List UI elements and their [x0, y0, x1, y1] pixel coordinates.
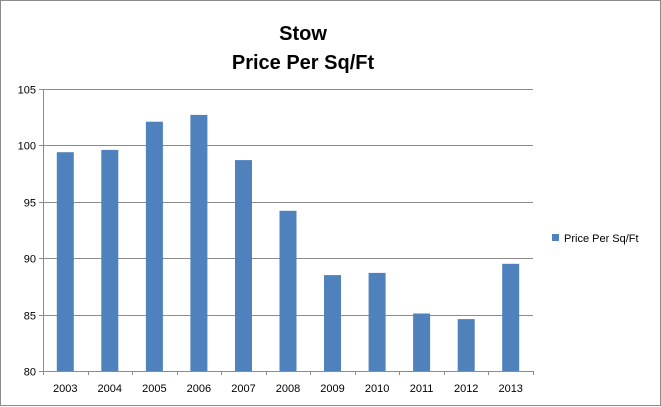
- bar-2011: [413, 313, 431, 371]
- x-tick-label: 2003: [53, 383, 77, 395]
- chart-title-line-2: Price Per Sq/Ft: [232, 52, 375, 74]
- bar-2003: [56, 152, 74, 371]
- legend: Price Per Sq/Ft: [552, 233, 639, 245]
- legend-label: Price Per Sq/Ft: [564, 233, 639, 245]
- x-tick-label: 2010: [365, 383, 389, 395]
- x-tick-label: 2011: [410, 383, 434, 395]
- bar-2008: [279, 210, 297, 371]
- x-tick-label: 2006: [187, 383, 211, 395]
- bar-2013: [502, 263, 520, 371]
- y-tick-label: 105: [18, 85, 36, 97]
- chart-title-line-1: Stow: [279, 23, 327, 45]
- x-tick-label: 2007: [231, 383, 255, 395]
- y-tick-label: 95: [24, 198, 36, 210]
- bar-2007: [235, 160, 252, 371]
- y-tick-label: 100: [18, 141, 36, 153]
- bars: [56, 114, 520, 372]
- x-tick-label: 2005: [142, 383, 166, 395]
- bar-2010: [368, 272, 386, 371]
- bar-2004: [101, 149, 119, 371]
- bar-2006: [190, 114, 208, 372]
- x-tick-label: 2009: [320, 383, 344, 395]
- bar-2005: [145, 121, 163, 371]
- y-tick-label: 90: [24, 254, 36, 266]
- legend-swatch: [552, 234, 559, 241]
- bar-2009: [324, 275, 341, 371]
- y-tick-label: 80: [24, 367, 36, 379]
- x-tick-label: 2012: [454, 383, 478, 395]
- bar-2012: [457, 319, 475, 371]
- axes: 80 85 90 95 100 105 2003 2004 2005 2006 2007 2008 20…: [18, 85, 534, 395]
- x-tick-label: 2008: [276, 383, 300, 395]
- x-tick-label: 2013: [498, 383, 522, 395]
- y-tick-label: 85: [24, 311, 36, 323]
- x-tick-label: 2004: [98, 383, 122, 395]
